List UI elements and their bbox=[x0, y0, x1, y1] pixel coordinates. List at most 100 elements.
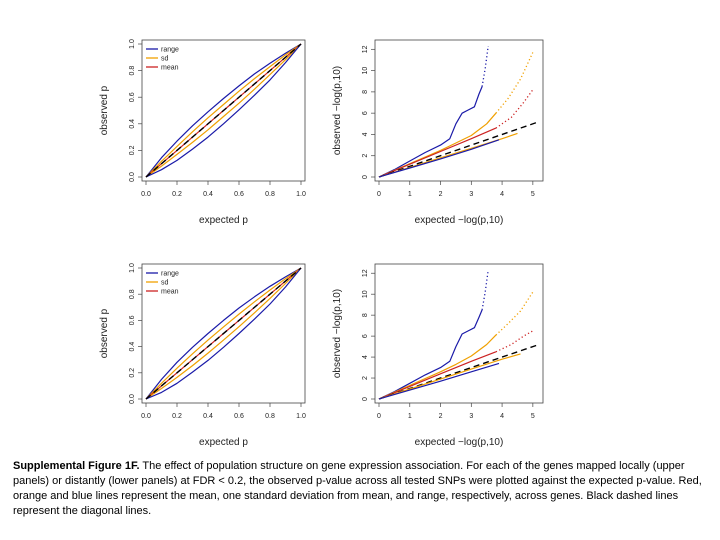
legend: range sd mean bbox=[144, 266, 184, 296]
series-sd-upper bbox=[145, 267, 302, 400]
legend-label-range: range bbox=[161, 271, 179, 278]
series-mean-upper bbox=[378, 351, 497, 400]
series-diagonal bbox=[378, 343, 540, 400]
legend-label-mean: mean bbox=[161, 289, 179, 296]
y-tick-label: 0.6 bbox=[129, 315, 136, 325]
y-tick-label: 2 bbox=[362, 376, 369, 380]
y-tick-label: 0.0 bbox=[129, 394, 136, 404]
x-tick-label: 0.4 bbox=[203, 413, 213, 420]
x-tick-label: 0.2 bbox=[172, 413, 182, 420]
y-tick-label: 0.4 bbox=[129, 119, 136, 129]
plot-frame bbox=[374, 263, 544, 404]
series-sd-lower bbox=[145, 267, 302, 400]
x-tick-label: 4 bbox=[500, 413, 504, 420]
x-tick-label: 3 bbox=[469, 413, 473, 420]
x-axis-label: expected p bbox=[199, 437, 248, 448]
x-tick-label: 0.0 bbox=[141, 191, 151, 198]
caption-label: Supplemental Figure 1F. bbox=[13, 460, 140, 472]
x-tick-label: 0.0 bbox=[141, 413, 151, 420]
y-tick-label: 0 bbox=[362, 397, 369, 401]
series-sd-upper bbox=[145, 43, 302, 178]
series-diagonal bbox=[145, 267, 302, 400]
x-axis-label: expected p bbox=[199, 215, 248, 226]
series-diagonal bbox=[145, 43, 302, 178]
x-tick-label: 0.8 bbox=[265, 413, 275, 420]
y-tick-label: 10 bbox=[362, 290, 369, 298]
legend-label-sd: sd bbox=[161, 280, 169, 287]
series-sd-lower bbox=[145, 43, 302, 178]
plot-frame bbox=[374, 39, 544, 182]
x-tick-label: 5 bbox=[531, 413, 535, 420]
x-tick-label: 1.0 bbox=[296, 191, 306, 198]
y-tick-label: 4 bbox=[362, 132, 369, 136]
y-axis-label: observed −log(p,10) bbox=[332, 66, 343, 155]
series-diagonal bbox=[378, 121, 540, 178]
series-range-lower bbox=[378, 139, 500, 178]
x-tick-label: 1 bbox=[408, 191, 412, 198]
y-tick-label: 0.0 bbox=[129, 172, 136, 182]
series-range-lower bbox=[145, 267, 302, 400]
series-sd-upper bbox=[378, 334, 497, 400]
x-tick-label: 5 bbox=[531, 191, 535, 198]
y-tick-label: 1.0 bbox=[129, 263, 136, 273]
y-tick-label: 0 bbox=[362, 175, 369, 179]
y-axis-label: observed p bbox=[99, 308, 110, 358]
x-tick-label: 4 bbox=[500, 191, 504, 198]
series-sd-upper bbox=[378, 112, 497, 178]
y-tick-label: 1.0 bbox=[129, 39, 136, 49]
plot-frame bbox=[141, 263, 306, 404]
x-tick-label: 0 bbox=[377, 413, 381, 420]
y-tick-label: 12 bbox=[362, 45, 369, 53]
series-range-upper bbox=[378, 309, 483, 400]
plot-frame bbox=[141, 39, 306, 182]
x-tick-label: 2 bbox=[439, 413, 443, 420]
x-tick-label: 0.6 bbox=[234, 191, 244, 198]
x-tick-label: 0.6 bbox=[234, 413, 244, 420]
series-range-upper bbox=[145, 43, 302, 178]
legend: range sd mean bbox=[144, 42, 184, 72]
x-tick-label: 1.0 bbox=[296, 413, 306, 420]
legend-label-mean: mean bbox=[161, 65, 179, 72]
x-axis-label: expected −log(p,10) bbox=[415, 437, 504, 448]
legend-label-range: range bbox=[161, 47, 179, 54]
series-mean-tail bbox=[495, 89, 534, 129]
series-sd-tail bbox=[495, 52, 534, 114]
caption-text: The effect of population structure on ge… bbox=[13, 460, 702, 517]
y-tick-label: 0.4 bbox=[129, 342, 136, 352]
x-tick-label: 0.4 bbox=[203, 191, 213, 198]
figure: 0.0 0.2 0.4 0.6 0.8 1.0 0.0 0.2 0.4 0.6 0.8 1.0 expe… bbox=[99, 39, 544, 448]
x-axis-label: expected −log(p,10) bbox=[415, 215, 504, 226]
x-tick-label: 2 bbox=[439, 191, 443, 198]
series-range-tail bbox=[481, 270, 489, 311]
y-tick-label: 10 bbox=[362, 67, 369, 75]
y-tick-label: 0.8 bbox=[129, 289, 136, 299]
x-tick-label: 0 bbox=[377, 191, 381, 198]
y-tick-label: 6 bbox=[362, 334, 369, 338]
series-sd-lower bbox=[378, 353, 521, 400]
y-tick-label: 2 bbox=[362, 154, 369, 158]
x-tick-label: 3 bbox=[469, 191, 473, 198]
series-range-lower bbox=[145, 43, 302, 178]
x-tick-label: 1 bbox=[408, 413, 412, 420]
figure-caption: Supplemental Figure 1F. The effect of po… bbox=[13, 459, 713, 519]
panel-lower-left: 0.0 0.2 0.4 0.6 0.8 1.0 0.0 0.2 0.4 0.6 0.8 1.0 expe… bbox=[99, 263, 306, 448]
y-tick-label: 6 bbox=[362, 111, 369, 115]
y-tick-label: 0.2 bbox=[129, 368, 136, 378]
series-mean-upper bbox=[378, 127, 497, 178]
y-tick-label: 0.6 bbox=[129, 92, 136, 102]
series-mean-tail bbox=[495, 330, 534, 353]
x-tick-label: 0.8 bbox=[265, 191, 275, 198]
series-range-upper bbox=[378, 86, 483, 178]
y-tick-label: 8 bbox=[362, 313, 369, 317]
x-tick-label: 0.2 bbox=[172, 191, 182, 198]
y-tick-label: 0.2 bbox=[129, 145, 136, 155]
y-tick-label: 4 bbox=[362, 355, 369, 359]
y-axis-label: observed p bbox=[99, 85, 110, 135]
y-axis-label: observed −log(p,10) bbox=[332, 289, 343, 378]
legend-label-sd: sd bbox=[161, 56, 169, 63]
series-range-lower bbox=[378, 362, 500, 400]
series-range-upper bbox=[145, 267, 302, 400]
panel-upper-left: 0.0 0.2 0.4 0.6 0.8 1.0 0.0 0.2 0.4 0.6 0.8 1.0 expe… bbox=[99, 39, 306, 226]
